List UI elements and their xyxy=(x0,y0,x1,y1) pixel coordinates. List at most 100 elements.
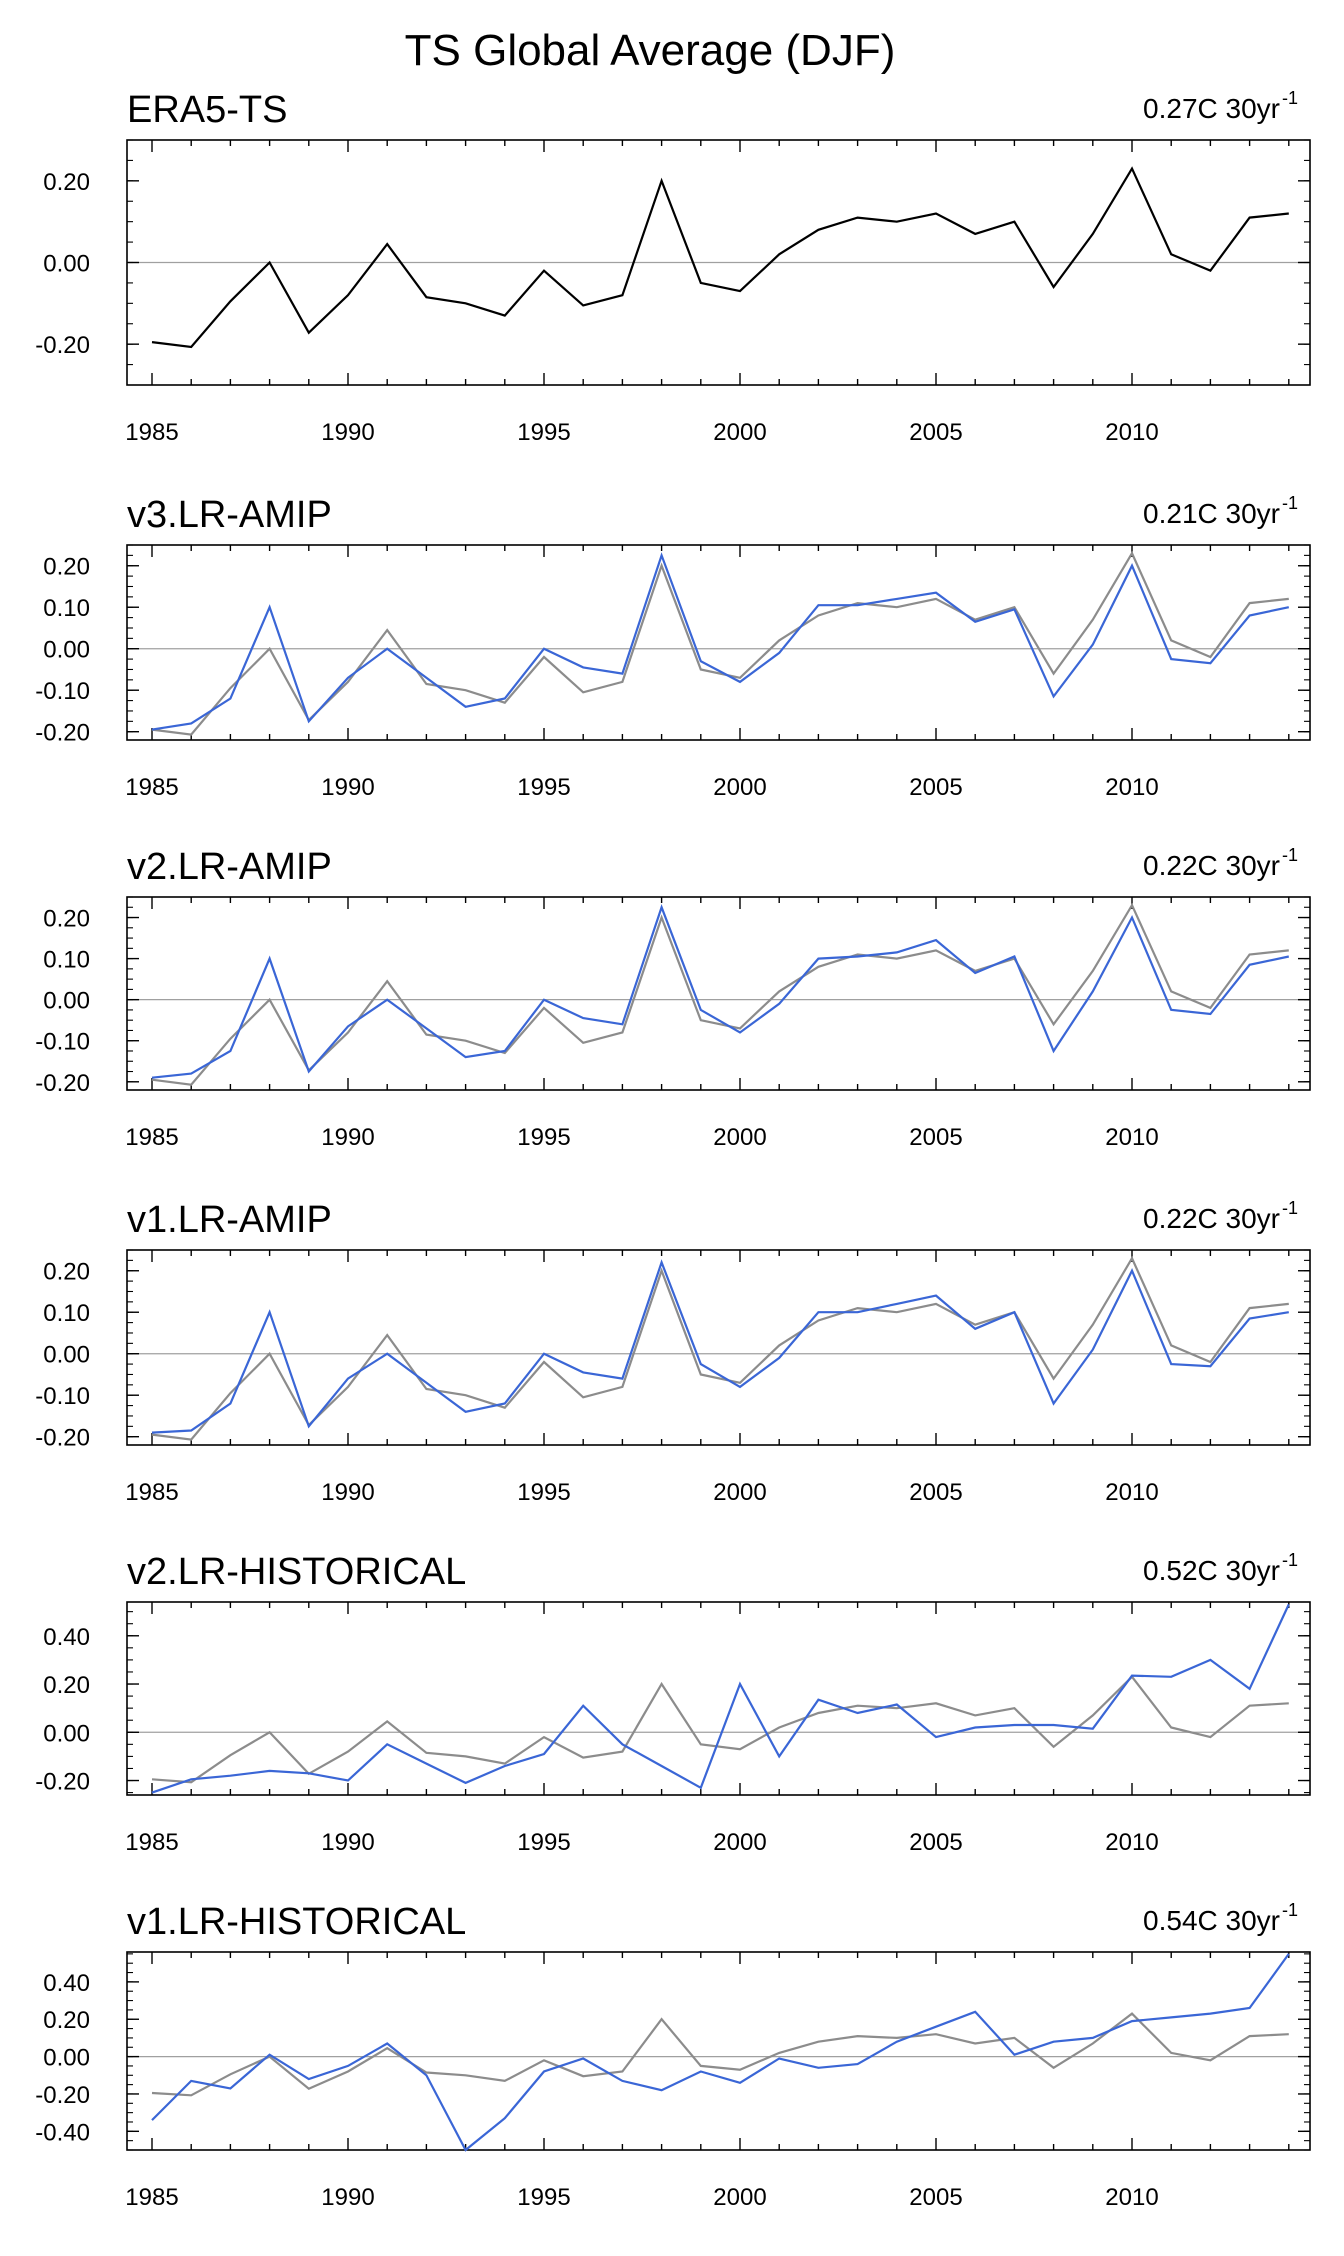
x-tick-label: 2010 xyxy=(1105,1124,1158,1151)
panel-title: v1.LR-HISTORICAL xyxy=(127,1901,466,1943)
x-tick-label: 2000 xyxy=(713,1479,766,1506)
y-tick-label: -0.10 xyxy=(35,678,90,705)
x-tick-label: 2005 xyxy=(909,1124,962,1151)
y-tick-label: 0.40 xyxy=(43,1970,90,1997)
x-tick-label: 1990 xyxy=(321,774,374,801)
x-tick-label: 2010 xyxy=(1105,2184,1158,2211)
x-tick-label: 1995 xyxy=(517,419,570,446)
y-tick-label: 0.20 xyxy=(43,1259,90,1286)
y-tick-label: 0.00 xyxy=(43,251,90,278)
panel-0: ERA5-TS 0.27C 30yr -1 1985 1990 1995 2000 2005 2… xyxy=(35,88,1311,446)
series-model-line xyxy=(151,1953,1290,2152)
y-tick-label: -0.20 xyxy=(35,720,90,747)
series-reference-line xyxy=(151,166,1289,349)
y-tick-label: 0.00 xyxy=(43,1720,90,1747)
x-tick-label: 2000 xyxy=(713,2184,766,2211)
x-tick-label: 1995 xyxy=(517,1829,570,1856)
series-reference-line xyxy=(151,2012,1289,2097)
x-tick-label: 2000 xyxy=(713,419,766,446)
y-tick-label: 0.00 xyxy=(43,988,90,1015)
series-model-line xyxy=(151,904,1290,1079)
panel-3: v1.LR-AMIP 0.22C 30yr -1 1985 1990 1995 2000 20… xyxy=(35,1198,1311,1506)
trend-exponent: -1 xyxy=(1282,1900,1298,1920)
x-tick-label: 2010 xyxy=(1105,774,1158,801)
y-tick-label: -0.10 xyxy=(35,1029,90,1056)
y-tick-label: -0.20 xyxy=(35,1070,90,1097)
plot-frame xyxy=(126,1601,1311,1796)
trend-exponent: -1 xyxy=(1282,88,1298,108)
trend-exponent: -1 xyxy=(1282,845,1298,865)
trend-exponent: -1 xyxy=(1282,1198,1298,1218)
series-reference-line xyxy=(151,902,1289,1086)
plot-frame xyxy=(126,1951,1311,2151)
y-tick-label: -0.20 xyxy=(35,1425,90,1452)
series-reference-line xyxy=(151,1255,1289,1441)
x-tick-label: 1995 xyxy=(517,2184,570,2211)
x-tick-label: 1985 xyxy=(125,1479,178,1506)
series-reference-line xyxy=(151,1675,1289,1784)
figure-title: TS Global Average (DJF) xyxy=(405,26,896,75)
x-tick-label: 2005 xyxy=(909,2184,962,2211)
trend-label: 0.21C 30yr xyxy=(1143,498,1280,529)
y-tick-label: 0.00 xyxy=(43,1342,90,1369)
trend-label: 0.22C 30yr xyxy=(1143,850,1280,881)
y-tick-label: 0.20 xyxy=(43,1672,90,1699)
x-tick-label: 1985 xyxy=(125,419,178,446)
x-tick-label: 1985 xyxy=(125,1829,178,1856)
x-tick-label: 2010 xyxy=(1105,419,1158,446)
x-tick-label: 1995 xyxy=(517,1124,570,1151)
y-tick-label: -0.40 xyxy=(35,2119,90,2146)
panel-title: v3.LR-AMIP xyxy=(127,494,332,536)
y-tick-label: 0.20 xyxy=(43,554,90,581)
x-tick-label: 1990 xyxy=(321,1829,374,1856)
series-model-line xyxy=(151,1259,1289,1434)
y-tick-label: 0.20 xyxy=(43,169,90,196)
x-tick-label: 2010 xyxy=(1105,1479,1158,1506)
trend-exponent: -1 xyxy=(1282,1550,1298,1570)
y-tick-label: 0.10 xyxy=(43,595,90,622)
x-tick-label: 2010 xyxy=(1105,1829,1158,1856)
panel-title: v2.LR-HISTORICAL xyxy=(127,1551,466,1593)
x-tick-label: 2000 xyxy=(713,1124,766,1151)
x-tick-label: 2000 xyxy=(713,1829,766,1856)
trend-label: 0.54C 30yr xyxy=(1143,1905,1280,1936)
plot-frame xyxy=(126,1249,1311,1446)
y-tick-label: -0.20 xyxy=(35,1769,90,1796)
series-model-line xyxy=(151,1603,1290,1794)
panel-5: v1.LR-HISTORICAL 0.54C 30yr -1 1985 1990 1995… xyxy=(35,1900,1311,2211)
x-tick-label: 1995 xyxy=(517,774,570,801)
panel-4: v2.LR-HISTORICAL 0.52C 30yr -1 1985 1990 1995… xyxy=(35,1550,1311,1856)
x-tick-label: 1990 xyxy=(321,1479,374,1506)
x-tick-label: 1990 xyxy=(321,1124,374,1151)
series-model-line xyxy=(151,552,1290,731)
panel-title: ERA5-TS xyxy=(127,89,287,131)
x-tick-label: 2005 xyxy=(909,1829,962,1856)
x-tick-label: 2005 xyxy=(909,419,962,446)
y-tick-label: 0.00 xyxy=(43,637,90,664)
y-tick-label: -0.20 xyxy=(35,332,90,359)
y-tick-label: 0.40 xyxy=(43,1624,90,1651)
y-tick-label: 0.20 xyxy=(43,2007,90,2034)
y-tick-label: 0.00 xyxy=(43,2045,90,2072)
panel-title: v1.LR-AMIP xyxy=(127,1199,332,1241)
series-reference-line xyxy=(151,550,1289,736)
y-tick-label: -0.20 xyxy=(35,2082,90,2109)
panel-2: v2.LR-AMIP 0.22C 30yr -1 1985 1990 1995 2000 20… xyxy=(35,845,1311,1151)
y-tick-label: 0.10 xyxy=(43,947,90,974)
x-tick-label: 1985 xyxy=(125,774,178,801)
plot-frame xyxy=(126,896,1311,1091)
x-tick-label: 1990 xyxy=(321,419,374,446)
trend-label: 0.22C 30yr xyxy=(1143,1203,1280,1234)
plot-frame xyxy=(126,544,1311,741)
x-tick-label: 1995 xyxy=(517,1479,570,1506)
x-tick-label: 2005 xyxy=(909,1479,962,1506)
x-tick-label: 1990 xyxy=(321,2184,374,2211)
y-tick-label: -0.10 xyxy=(35,1383,90,1410)
x-tick-label: 1985 xyxy=(125,1124,178,1151)
trend-label: 0.27C 30yr xyxy=(1143,93,1280,124)
trend-exponent: -1 xyxy=(1282,493,1298,513)
panel-title: v2.LR-AMIP xyxy=(127,846,332,888)
y-tick-label: 0.20 xyxy=(43,906,90,933)
